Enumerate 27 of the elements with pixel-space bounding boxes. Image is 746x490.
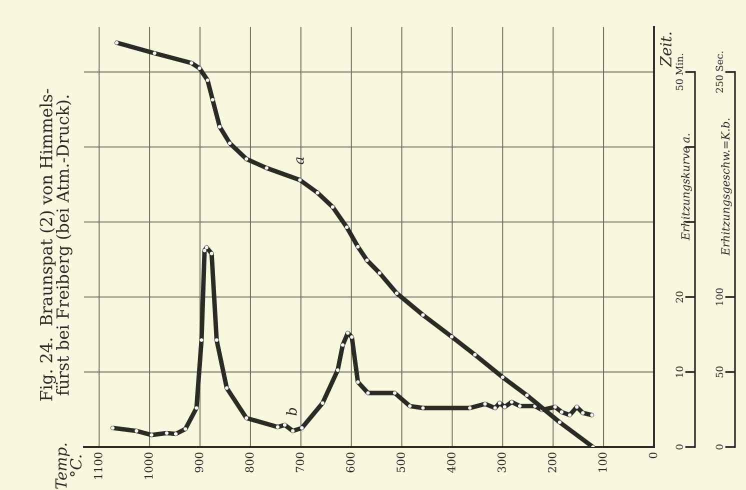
- y2-axis-title: Erhitzungsgeschw.=K.b.: [721, 118, 732, 256]
- x-tick-label: 600: [346, 452, 355, 472]
- y-tick-label: 0: [676, 444, 684, 450]
- x-tick-label: 700: [296, 452, 304, 472]
- text: b: [286, 408, 297, 416]
- x-tick-label: 1000: [144, 452, 153, 479]
- x-tick-label: 1100: [94, 452, 102, 479]
- x-tick-label: 900: [194, 452, 204, 472]
- x-tick-label: 500: [396, 452, 406, 472]
- x-tick-label: 800: [245, 452, 254, 472]
- x-tick-label: 400: [447, 452, 456, 473]
- y-tick-label: 50 Min.: [676, 54, 684, 90]
- text: a: [296, 157, 304, 164]
- x-tick-label: 300: [497, 452, 506, 472]
- y-tick-label: 20: [676, 291, 684, 303]
- y2-tick-label: 250 Sec.: [716, 52, 724, 93]
- y2-tick-label: 100: [716, 288, 724, 306]
- text: Fig. 24. Braunspat (2) von Himmels- fürst bei Freiberg (bei Atm.-Druck).: [40, 89, 72, 401]
- y-axis-title: Erhitzungskurve a.: [681, 134, 692, 240]
- x-tick-label: 200: [548, 452, 556, 472]
- y2-tick-label: 0: [716, 444, 724, 450]
- x-tick-label: 0: [648, 452, 658, 458]
- text: Temp. °C.: [55, 444, 82, 489]
- x-tick-label: 100: [598, 452, 607, 472]
- y-tick-label: 10: [676, 366, 684, 377]
- y2-tick-label: 50: [716, 366, 724, 378]
- text: Zeit.: [660, 32, 672, 68]
